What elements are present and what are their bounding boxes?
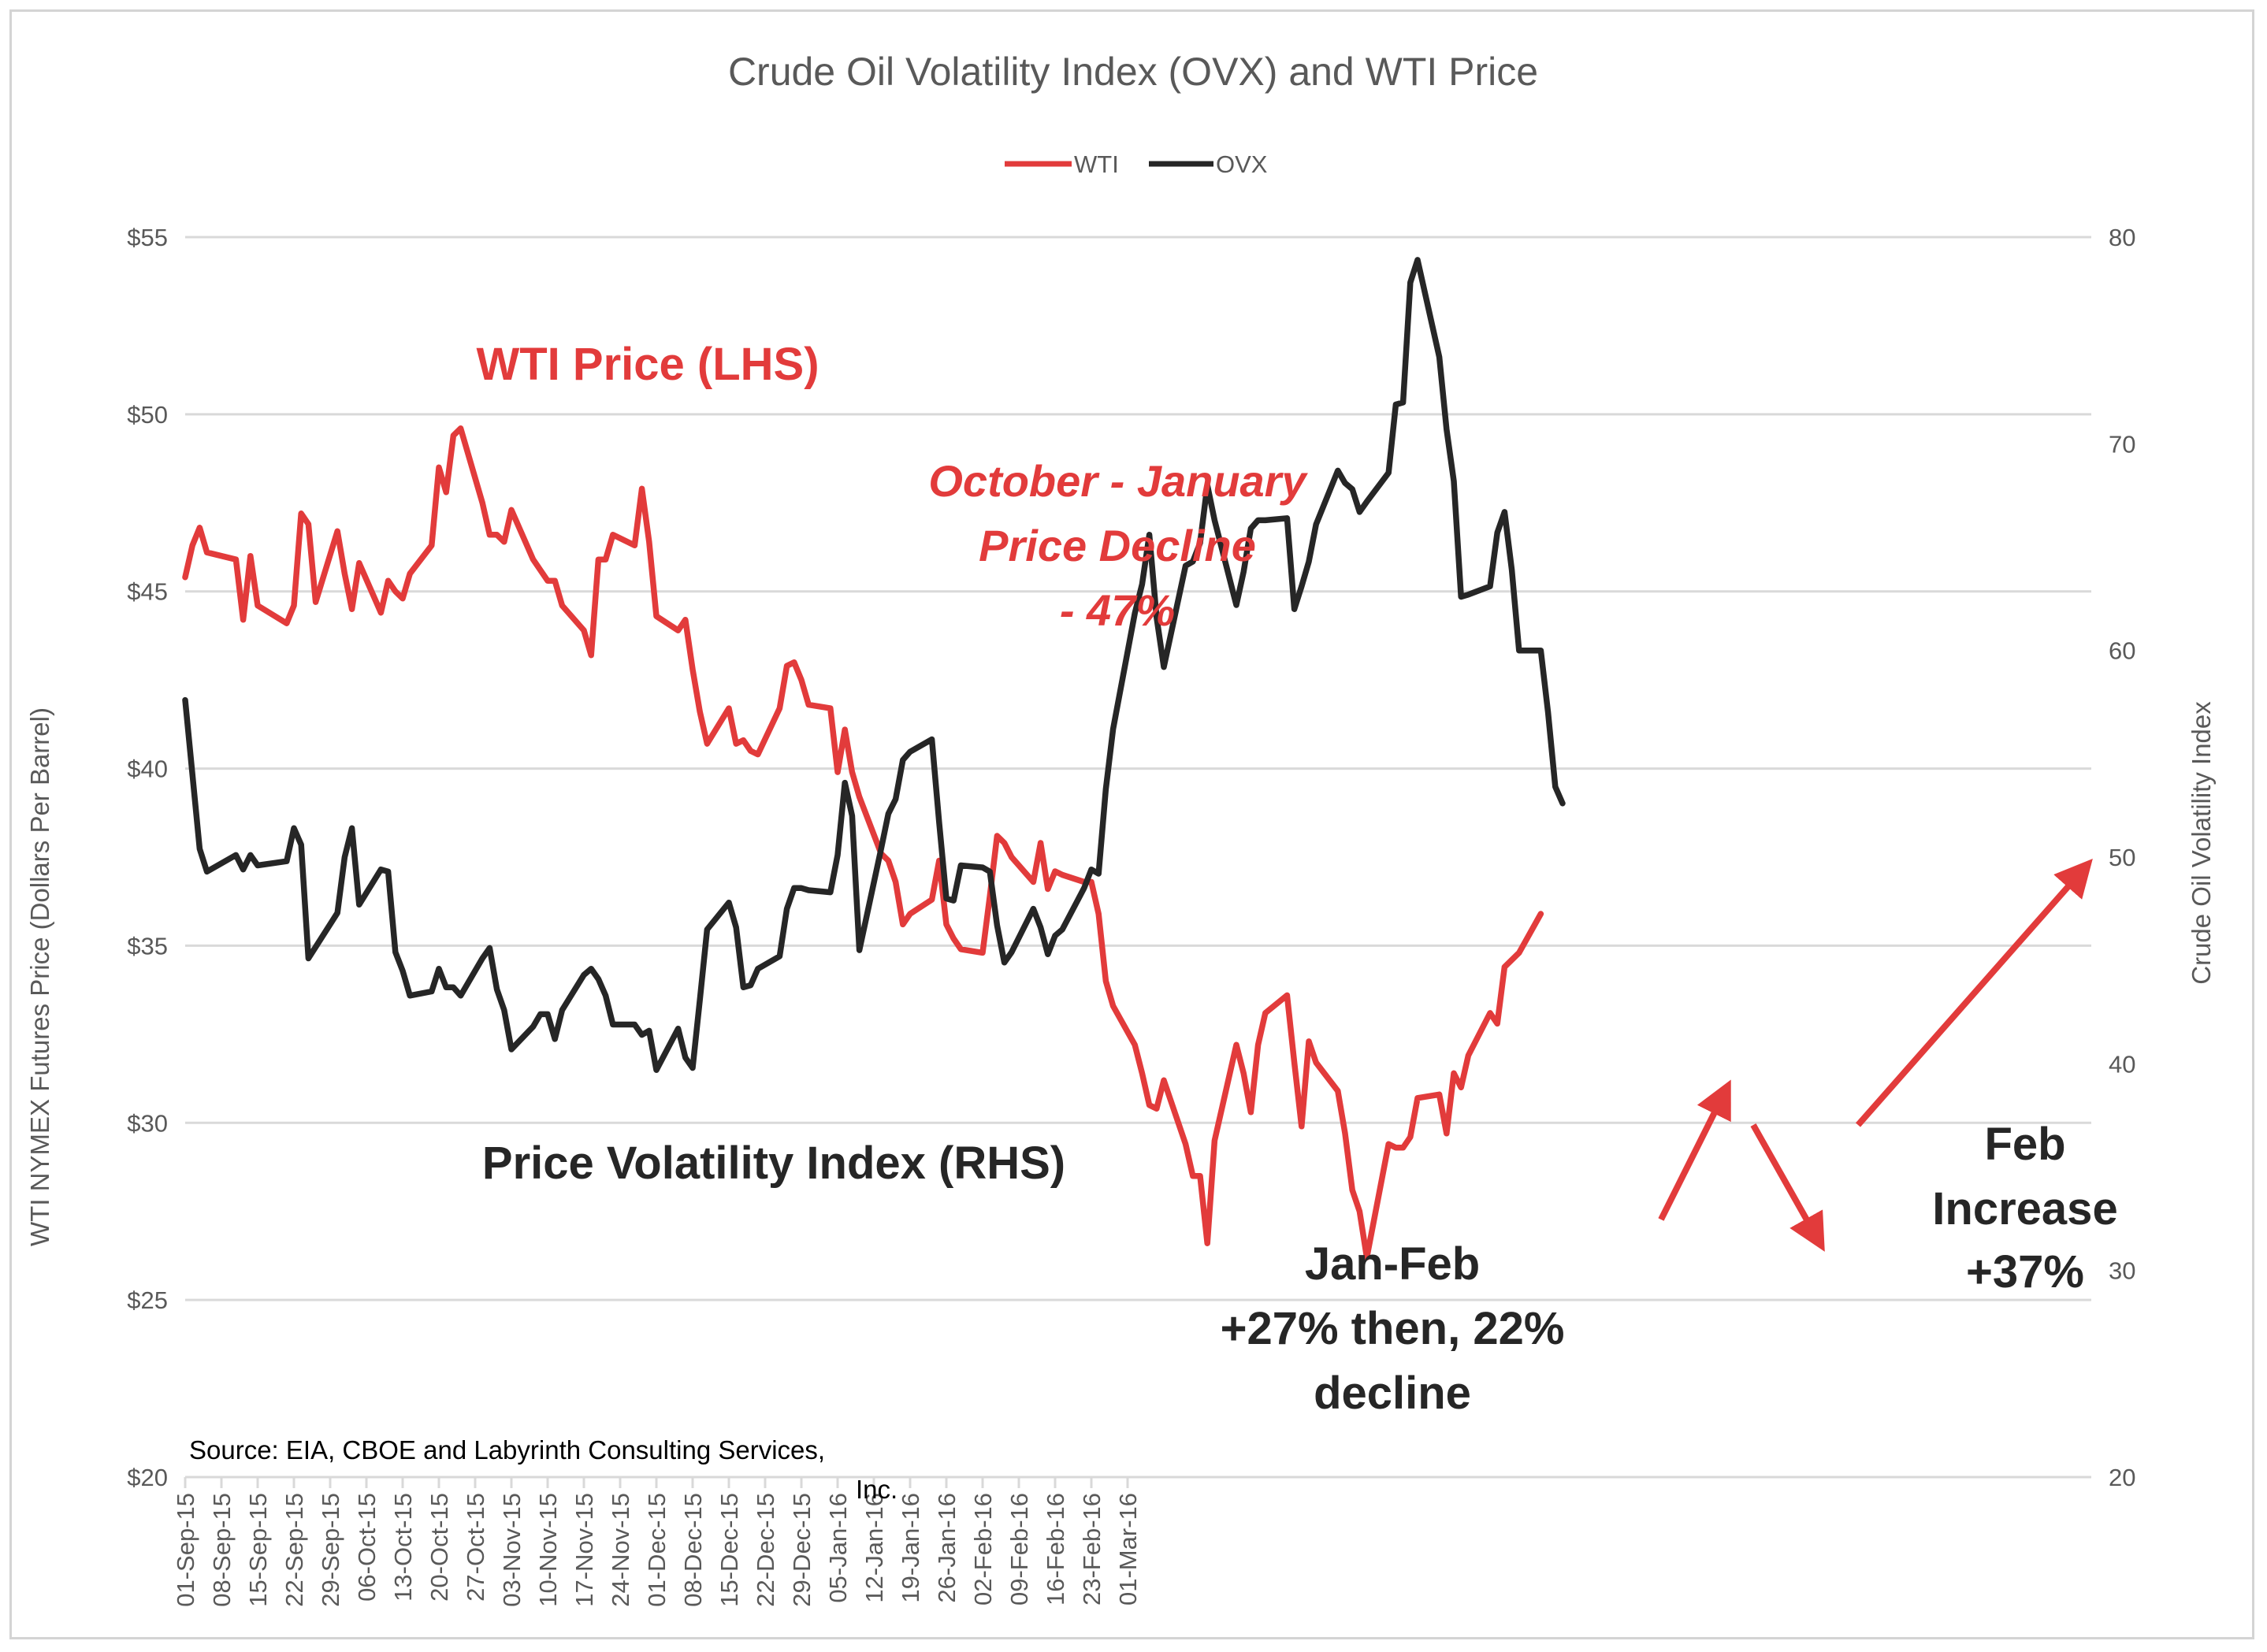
x-tick-label: 13-Oct-15 [389, 1493, 417, 1602]
y-left-tick-label: $45 [127, 578, 168, 606]
x-tick-label: 29-Dec-15 [788, 1493, 816, 1607]
x-tick-label: 24-Nov-15 [607, 1493, 634, 1607]
wti-label-annotation: WTI Price (LHS) [476, 339, 819, 390]
x-tick-label: 17-Nov-15 [570, 1493, 598, 1607]
y-axis-left-title: WTI NYMEX Futures Price (Dollars Per Bar… [25, 707, 54, 1246]
x-tick-label: 10-Nov-15 [534, 1493, 562, 1607]
x-tick-label: 01-Mar-16 [1114, 1493, 1142, 1606]
x-tick-label: 01-Dec-15 [643, 1493, 671, 1607]
decline-line-1: October - January [928, 456, 1308, 506]
y-right-tick-label: 70 [2109, 430, 2135, 458]
y-axis-right-title: Crude Oil Volatility Index [2187, 701, 2216, 985]
x-tick-label: 29-Sep-15 [317, 1493, 344, 1607]
arrow-feb-decline [1750, 1123, 1825, 1252]
gridlines [185, 236, 2091, 1479]
decline-annotation: October - January Price Decline - 47% [928, 456, 1308, 635]
decline-line-2: Price Decline [979, 521, 1256, 570]
x-tick-label: 09-Feb-16 [1005, 1493, 1033, 1606]
x-tick-label: 03-Nov-15 [498, 1493, 526, 1607]
y-left-tick-label: $20 [127, 1464, 168, 1491]
y-axis-left-ticks: $20 $25 $30 $35 $40 $45 $50 $55 [127, 224, 168, 1491]
x-tick-label: 15-Dec-15 [715, 1493, 743, 1607]
x-tick-label: 20-Oct-15 [426, 1493, 453, 1602]
y-left-tick-label: $50 [127, 401, 168, 429]
decline-line-3: - 47% [1060, 585, 1175, 635]
source-line-1: Source: EIA, CBOE and Labyrinth Consulti… [189, 1435, 825, 1465]
janfeb-line-3: decline [1314, 1368, 1471, 1419]
x-tick-label: 01-Sep-15 [172, 1493, 199, 1607]
x-tick-label: 16-Feb-16 [1042, 1493, 1069, 1606]
wti-series-line [182, 425, 1544, 1260]
ovx-series-line [182, 257, 1566, 1073]
janfeb-line-2: +27% then, 22% [1221, 1303, 1565, 1354]
legend: WTI OVX [1005, 150, 1268, 178]
y-left-tick-label: $35 [127, 932, 168, 960]
y-left-tick-label: $55 [127, 224, 168, 251]
y-axis-right-ticks: 20 30 40 50 60 70 80 [2109, 224, 2135, 1491]
x-tick-label: 22-Sep-15 [281, 1493, 308, 1607]
feb-line-1: Feb [1984, 1119, 2065, 1170]
series-lines [182, 257, 1566, 1260]
x-tick-label: 05-Jan-16 [824, 1493, 852, 1603]
arrow-feb-increase [1855, 858, 2093, 1127]
x-tick-label: 27-Oct-15 [462, 1493, 489, 1602]
arrow-jan-increase [1658, 1079, 1731, 1221]
y-right-tick-label: 50 [2109, 844, 2135, 871]
chart-frame [9, 9, 2254, 1639]
x-tick-label: 26-Jan-16 [933, 1493, 961, 1603]
x-tick-label: 15-Sep-15 [244, 1493, 272, 1607]
x-axis-ticks: 01-Sep-15 08-Sep-15 15-Sep-15 22-Sep-15 29-S… [172, 1476, 2091, 1607]
x-tick-label: 08-Sep-15 [208, 1493, 236, 1607]
x-tick-label: 19-Jan-16 [897, 1493, 924, 1603]
y-left-tick-label: $40 [127, 755, 168, 783]
y-right-tick-label: 60 [2109, 637, 2135, 665]
source-line-2: Inc. [856, 1475, 898, 1504]
x-tick-label: 02-Feb-16 [969, 1493, 997, 1606]
feb-line-2: Increase [1932, 1183, 2117, 1234]
y-left-tick-label: $30 [127, 1109, 168, 1137]
x-tick-label: 08-Dec-15 [679, 1493, 707, 1607]
y-left-tick-label: $25 [127, 1286, 168, 1314]
y-right-tick-label: 20 [2109, 1464, 2135, 1491]
ovx-label-annotation: Price Volatility Index (RHS) [482, 1138, 1065, 1189]
legend-ovx-label: OVX [1216, 150, 1268, 178]
annotation-arrows [1658, 858, 2093, 1252]
x-tick-label: 12-Jan-16 [860, 1493, 888, 1603]
y-right-tick-label: 40 [2109, 1050, 2135, 1078]
janfeb-annotation: Jan-Feb +27% then, 22% decline [1221, 1238, 1565, 1419]
x-tick-label: 22-Dec-15 [752, 1493, 779, 1607]
y-right-tick-label: 80 [2109, 224, 2135, 251]
feb-line-3: +37% [1966, 1246, 2084, 1297]
legend-wti-label: WTI [1074, 150, 1119, 178]
x-tick-label: 23-Feb-16 [1078, 1493, 1106, 1606]
y-right-tick-label: 30 [2109, 1257, 2135, 1285]
feb-annotation: Feb Increase +37% [1932, 1119, 2117, 1297]
chart-title: Crude Oil Volatility Index (OVX) and WTI… [728, 50, 1538, 94]
source-note: Source: EIA, CBOE and Labyrinth Consulti… [189, 1435, 898, 1504]
x-tick-label: 06-Oct-15 [353, 1493, 381, 1602]
janfeb-line-1: Jan-Feb [1305, 1238, 1480, 1290]
